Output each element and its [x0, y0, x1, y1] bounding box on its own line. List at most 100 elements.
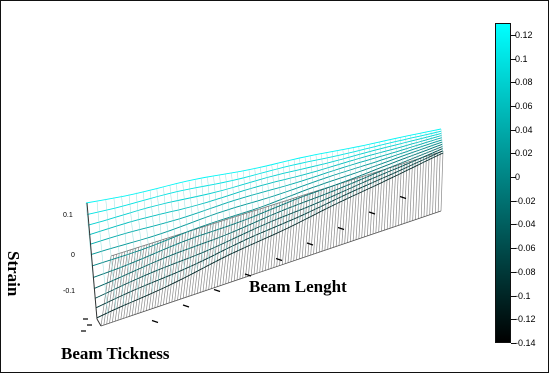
wall-strip: [352, 178, 358, 241]
wall-strip: [245, 211, 253, 278]
y-axis-label: Strain: [4, 251, 23, 297]
wall-strip: [318, 188, 325, 253]
cross-line: [163, 186, 173, 283]
length-tick: [244, 273, 252, 277]
wall-strip: [188, 228, 198, 297]
colorbar-tick-label: -0.02: [515, 195, 536, 206]
wall-bottom-edge: [100, 210, 442, 327]
length-tick: [275, 257, 283, 262]
wall-strip: [372, 171, 377, 235]
colorbar-tick: [511, 271, 516, 273]
wall-strip: [440, 150, 444, 212]
colorbar-tick-label: 0.08: [515, 77, 533, 88]
wall-strip: [395, 164, 400, 227]
wall-strip: [310, 191, 317, 256]
cross-line: [237, 171, 245, 249]
length-tick: [182, 304, 190, 308]
cross-line: [265, 165, 273, 235]
wall-strip: [313, 190, 319, 255]
wall-strip: [341, 181, 347, 245]
wall-strip: [194, 227, 203, 295]
cross-line: [410, 135, 414, 168]
cross-line: [435, 130, 439, 156]
cross-line: [207, 177, 216, 263]
colorbar-tick: [511, 58, 516, 60]
wall-strip: [134, 245, 145, 315]
wall-strip: [233, 214, 242, 281]
cross-line: [310, 156, 317, 215]
wall-strip: [383, 168, 389, 231]
near-edge-corner: [96, 318, 102, 327]
wall-strip: [126, 248, 137, 318]
wall-strip: [222, 218, 231, 285]
length-tick: [213, 288, 221, 293]
cross-line: [105, 198, 117, 310]
wall-strip: [420, 157, 424, 218]
cross-line: [368, 143, 374, 187]
cross-line: [156, 188, 167, 286]
cross-line: [231, 172, 240, 252]
cross-line: [321, 153, 327, 209]
cross-line: [176, 184, 186, 277]
cross-line: [430, 131, 434, 158]
wall-strip: [417, 157, 422, 219]
wall-strip: [239, 213, 247, 280]
wall-strip: [157, 238, 167, 307]
wall-strip: [284, 199, 292, 264]
wall-strip: [406, 161, 411, 223]
colorbar-tick: [511, 129, 516, 131]
wall-strip: [327, 185, 333, 250]
cross-line: [260, 166, 268, 238]
colorbar-tick-label: -0.14: [515, 338, 536, 348]
wall-strip: [386, 167, 391, 230]
colorbar-tick-label: -0.04: [515, 219, 536, 230]
wall-strip: [171, 234, 181, 303]
wall-strip: [120, 249, 131, 320]
wall-strip: [128, 247, 140, 317]
cross-line: [337, 150, 343, 202]
wall-strip: [437, 151, 441, 212]
wall-strip: [225, 217, 234, 284]
wall-strip: [315, 189, 322, 254]
colorbar-tick: [511, 248, 516, 250]
wall-strip: [202, 224, 211, 292]
wall-strip: [355, 177, 361, 240]
colorbar-tick-label: 0.02: [515, 148, 533, 159]
cross-line: [331, 151, 338, 204]
colorbar-tick: [511, 343, 516, 344]
wall-strip: [228, 216, 236, 283]
wall-strip: [330, 185, 336, 249]
wall-top-edge: [110, 150, 444, 257]
wall-strip: [236, 213, 245, 281]
wall-strip: [403, 162, 408, 224]
cross-line: [304, 157, 311, 217]
cross-line: [113, 197, 125, 307]
cross-line: [299, 158, 306, 220]
cross-line: [254, 167, 262, 241]
wall-strip: [307, 192, 314, 257]
cross-line: [271, 164, 279, 233]
cross-line: [201, 178, 210, 266]
cross-line: [440, 128, 444, 154]
x-axis-label: Beam Lenght: [249, 277, 347, 296]
wall-strip: [168, 234, 178, 304]
wall-strip: [213, 220, 223, 288]
wall-strip: [335, 183, 341, 247]
cross-line: [353, 147, 358, 194]
colorbar-tick-label: 0.12: [515, 29, 533, 40]
wall-strip: [179, 231, 189, 300]
length-tick: [337, 226, 345, 231]
colorbar-tick-label: -0.1: [515, 290, 531, 301]
colorbar: [495, 23, 511, 343]
cross-line: [219, 175, 228, 257]
wall-strip: [366, 173, 372, 236]
wall-strip: [279, 200, 286, 266]
wall-strip: [378, 170, 383, 233]
wall-strip: [381, 169, 386, 232]
contour-line: [86, 130, 442, 216]
cross-line: [121, 195, 132, 303]
cross-line: [342, 149, 348, 199]
wall-strip: [344, 180, 350, 244]
